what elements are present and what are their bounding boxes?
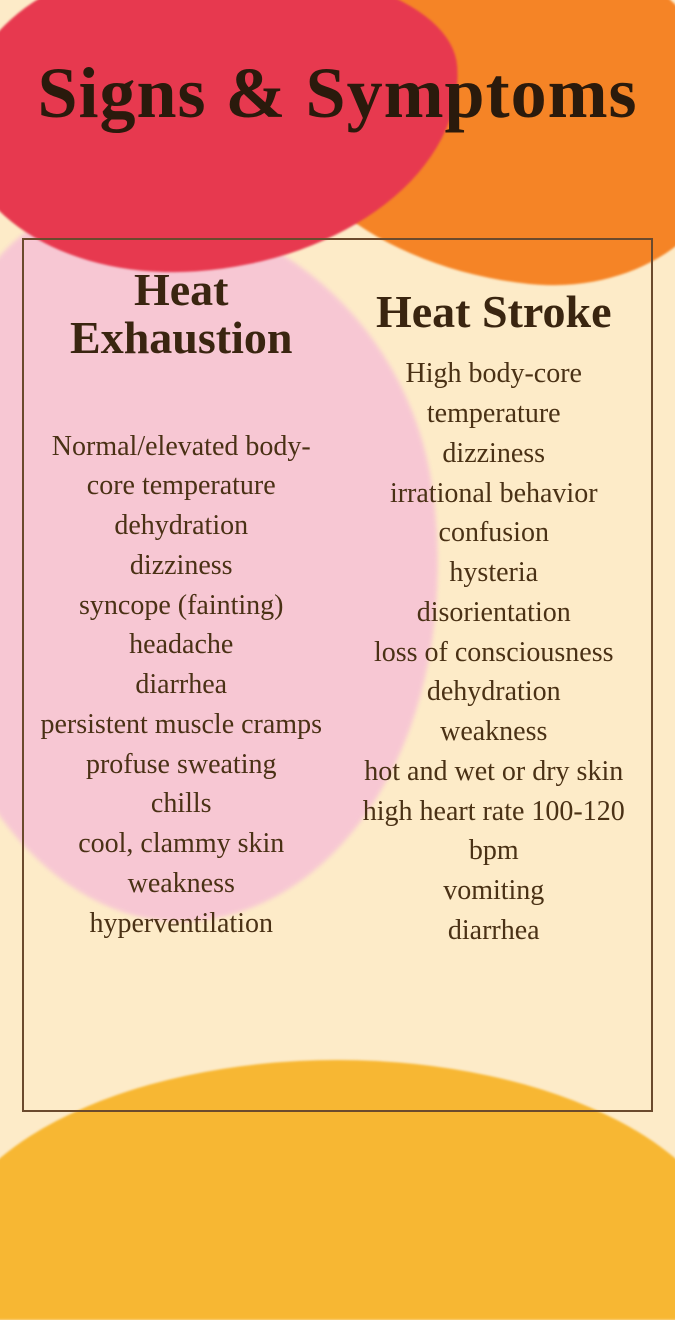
symptom-item: disorientation: [343, 593, 646, 633]
symptom-item: vomiting: [343, 871, 646, 911]
symptom-item: dehydration: [30, 506, 333, 546]
symptom-item: cool, clammy skin: [30, 824, 333, 864]
content: Signs & Symptoms Heat Exhaustion Normal/…: [0, 0, 675, 1200]
symptom-list-left: Normal/elevated body-core temperaturedeh…: [30, 427, 333, 944]
symptom-item: irrational behavior: [343, 474, 646, 514]
columns: Heat Exhaustion Normal/elevated body-cor…: [30, 260, 645, 1100]
symptom-item: weakness: [343, 712, 646, 752]
column-heat-stroke: Heat Stroke High body-core temperaturedi…: [343, 260, 646, 1100]
symptom-item: profuse sweating: [30, 745, 333, 785]
page-title: Signs & Symptoms: [0, 52, 675, 135]
symptom-item: dehydration: [343, 672, 646, 712]
symptom-item: loss of consciousness: [343, 633, 646, 673]
symptom-item: persistent muscle cramps: [30, 705, 333, 745]
symptom-item: Normal/elevated body-core temperature: [30, 427, 333, 507]
symptom-item: weakness: [30, 864, 333, 904]
symptom-item: confusion: [343, 513, 646, 553]
column-title-left: Heat Exhaustion: [30, 266, 333, 363]
symptom-item: chills: [30, 784, 333, 824]
column-heat-exhaustion: Heat Exhaustion Normal/elevated body-cor…: [30, 260, 333, 1100]
symptom-item: diarrhea: [343, 911, 646, 951]
symptom-list-right: High body-core temperaturedizzinessirrat…: [343, 354, 646, 950]
symptom-item: headache: [30, 625, 333, 665]
symptom-item: hot and wet or dry skin: [343, 752, 646, 792]
symptom-item: dizziness: [343, 434, 646, 474]
symptom-item: High body-core temperature: [343, 354, 646, 434]
column-title-right: Heat Stroke: [343, 288, 646, 336]
symptom-item: diarrhea: [30, 665, 333, 705]
symptom-item: dizziness: [30, 546, 333, 586]
symptom-item: syncope (fainting): [30, 586, 333, 626]
symptom-item: hysteria: [343, 553, 646, 593]
symptom-item: hyperventilation: [30, 904, 333, 944]
symptom-item: high heart rate 100-120 bpm: [343, 792, 646, 872]
